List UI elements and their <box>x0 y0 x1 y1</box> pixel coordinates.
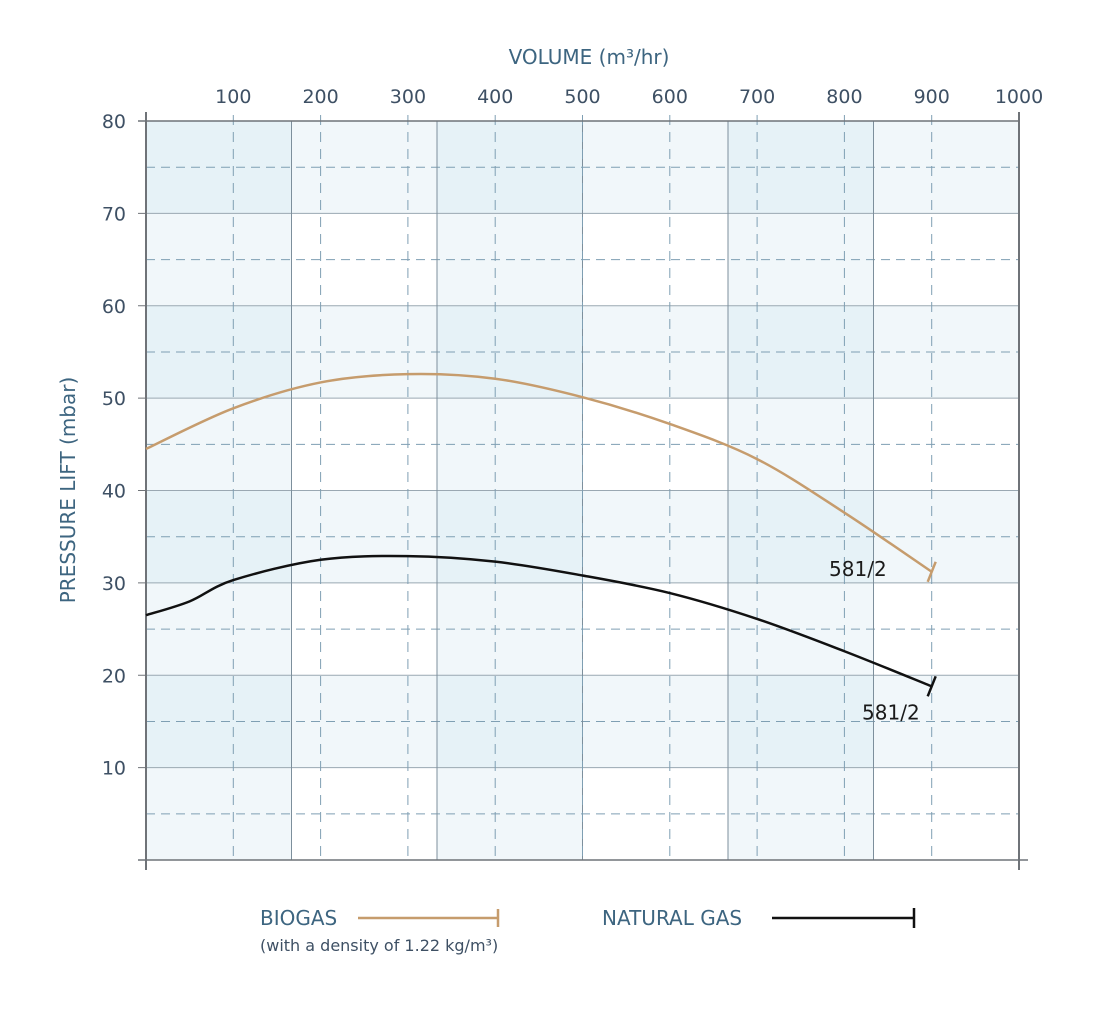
curve-label-natural-gas: 581/2 <box>862 700 920 724</box>
grid-lines <box>146 115 1019 860</box>
x-axis-title: VOLUME (m³/hr) <box>509 45 670 69</box>
x-tick-label: 800 <box>826 86 862 108</box>
x-tick-label: 100 <box>215 86 251 108</box>
y-tick-label: 60 <box>102 296 126 318</box>
y-tick-label: 40 <box>102 481 126 503</box>
legend-note-biogas: (with a density of 1.22 kg/m³) <box>260 936 498 955</box>
x-tick-label: 400 <box>477 86 513 108</box>
axes <box>138 112 1028 870</box>
curve-biogas <box>145 372 933 573</box>
y-tick-label: 70 <box>102 203 126 225</box>
x-tick-label: 1000 <box>995 86 1043 108</box>
y-tick-label: 10 <box>102 758 126 780</box>
legend-label-natural-gas: NATURAL GAS <box>602 906 742 930</box>
y-tick-label: 50 <box>102 388 126 410</box>
tick-labels: 10 20 30 40 50 60 70 80 100 200 300 400 500 600 700 800… <box>102 86 1043 780</box>
x-tick-label: 900 <box>914 86 950 108</box>
y-tick-label: 80 <box>102 111 126 133</box>
y-tick-label: 30 <box>102 573 126 595</box>
curve-end-cap-natural-gas <box>926 675 937 697</box>
x-tick-label: 500 <box>564 86 600 108</box>
x-tick-label: 200 <box>302 86 338 108</box>
y-tick-label: 20 <box>102 665 126 687</box>
x-tick-label: 700 <box>739 86 775 108</box>
y-axis-title: PRESSURE LIFT (mbar) <box>56 377 80 604</box>
x-tick-label: 600 <box>652 86 688 108</box>
legend-label-biogas: BIOGAS <box>260 906 337 930</box>
x-tick-label: 300 <box>390 86 426 108</box>
legend: BIOGAS (with a density of 1.22 kg/m³) NA… <box>260 906 916 955</box>
curves: 581/2 581/2 <box>145 372 937 724</box>
curve-end-cap-biogas <box>926 561 937 583</box>
curve-label-biogas: 581/2 <box>829 557 887 581</box>
curve-natural-gas <box>145 554 933 688</box>
